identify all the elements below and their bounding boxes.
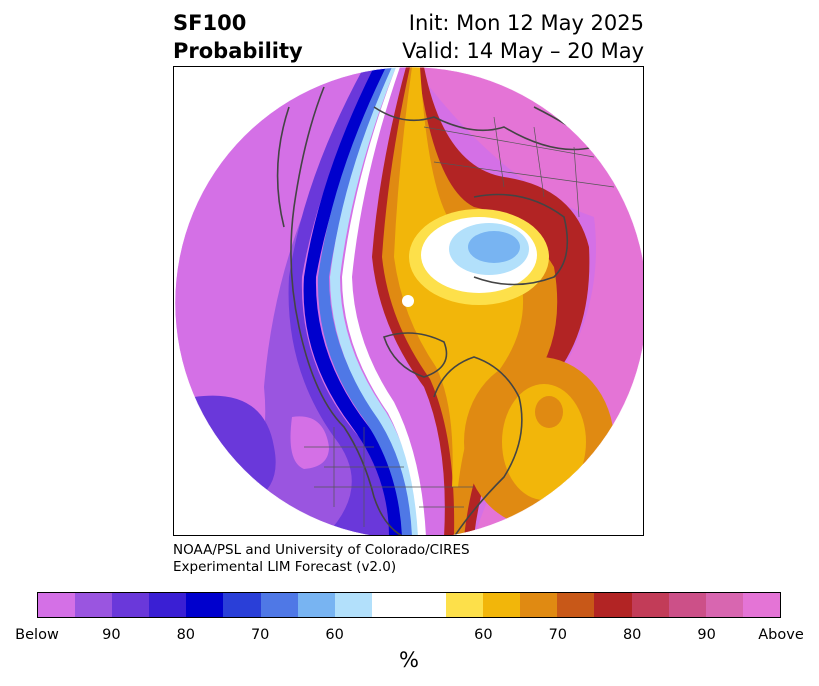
colorbar-swatch	[446, 593, 484, 617]
title-variable: SF100	[173, 11, 247, 35]
colorbar-tick-label: 90	[102, 627, 121, 643]
colorbar-tick-label: 90	[697, 627, 716, 643]
colorbar-swatch	[631, 593, 669, 617]
colorbar-swatch	[668, 593, 706, 617]
colorbar	[37, 592, 781, 618]
colorbar-swatch	[557, 593, 595, 617]
colorbar-swatch	[742, 593, 780, 617]
colorbar-tick-label: 80	[622, 627, 642, 643]
probability-map	[173, 66, 644, 536]
credit-line-2: Experimental LIM Forecast (v2.0)	[173, 559, 397, 575]
colorbar-swatch	[186, 593, 224, 617]
map-svg	[174, 67, 643, 535]
map-dates: Init: Mon 12 May 2025 Valid: 14 May – 20…	[402, 9, 644, 65]
init-date: Init: Mon 12 May 2025	[408, 11, 644, 35]
colorbar-tick-label: Below	[15, 627, 59, 643]
colorbar-unit: %	[399, 648, 419, 672]
colorbar-swatch	[334, 593, 372, 617]
colorbar-swatch	[371, 593, 409, 617]
credit-line-1: NOAA/PSL and University of Colorado/CIRE…	[173, 542, 470, 558]
colorbar-swatch	[75, 593, 113, 617]
colorbar-swatch	[408, 593, 447, 617]
colorbar-swatch	[705, 593, 743, 617]
map-title: SF100 Probability	[173, 9, 303, 65]
colorbar-tick-label: 80	[176, 627, 196, 643]
colorbar-swatch	[112, 593, 150, 617]
colorbar-tick-label: Above	[758, 627, 804, 643]
borders	[304, 116, 615, 527]
colorbar-swatch	[223, 593, 261, 617]
colorbar-swatch	[38, 593, 76, 617]
colorbar-swatch	[594, 593, 632, 617]
colorbar-swatch	[297, 593, 335, 617]
colorbar-swatch	[260, 593, 298, 617]
valid-range: Valid: 14 May – 20 May	[402, 39, 644, 63]
colorbar-tick-label: 70	[548, 627, 568, 643]
colorbar-swatch	[149, 593, 187, 617]
title-metric: Probability	[173, 39, 303, 63]
colorbar-swatch	[520, 593, 558, 617]
map-credit: NOAA/PSL and University of Colorado/CIRE…	[173, 542, 470, 576]
colorbar-swatch	[483, 593, 521, 617]
map-disk	[175, 67, 643, 535]
colorbar-tick-label: 60	[474, 627, 493, 643]
colorbar-tick-label: 60	[325, 627, 344, 643]
colorbar-tick-label: 70	[250, 627, 270, 643]
